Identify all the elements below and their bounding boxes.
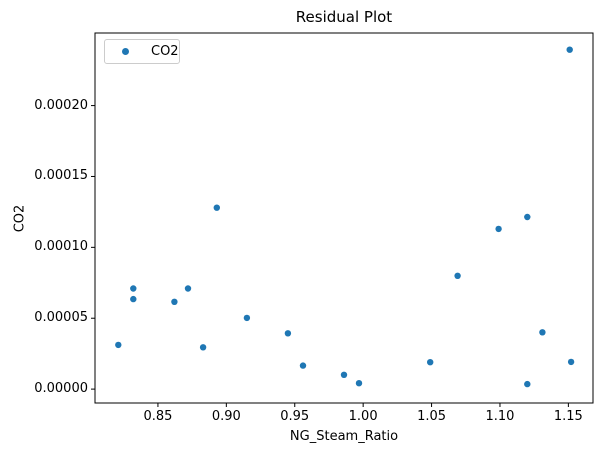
data-point	[524, 213, 531, 221]
data-point	[427, 359, 434, 366]
x-tick-label: 0.90	[211, 409, 241, 424]
x-tick-label: 0.85	[143, 409, 173, 424]
y-tick-label: 0.00020	[34, 97, 88, 113]
data-point	[130, 285, 137, 292]
data-point	[355, 380, 363, 387]
data-point	[567, 358, 575, 366]
data-point	[171, 298, 178, 305]
x-tick-label: 1.00	[348, 409, 378, 424]
data-point	[299, 362, 307, 369]
x-tick-label: 1.15	[553, 409, 583, 424]
x-tick-label: 1.05	[417, 409, 447, 424]
y-tick-label: 0.00015	[34, 168, 88, 184]
y-axis-label: CO2	[12, 204, 28, 233]
data-point	[130, 295, 137, 303]
x-tick-label: 1.10	[485, 409, 515, 424]
data-point	[243, 314, 251, 322]
data-point	[213, 204, 220, 211]
y-tick-label: 0.00000	[34, 381, 88, 397]
axes-border	[94, 32, 594, 404]
data-point	[566, 46, 573, 53]
data-point	[539, 329, 546, 336]
chart-title: Residual Plot	[295, 8, 393, 26]
legend-marker-dot	[122, 48, 129, 55]
data-point	[454, 272, 461, 279]
data-point	[199, 344, 207, 351]
data-point	[340, 371, 348, 378]
data-point	[524, 380, 531, 388]
x-axis-label: NG_Steam_Ratio	[289, 429, 399, 444]
data-point	[184, 285, 192, 292]
legend: CO2	[104, 39, 180, 64]
legend-label: CO2	[151, 44, 179, 59]
data-point	[115, 341, 122, 349]
y-tick-label: 0.00005	[34, 310, 88, 326]
y-tick-label: 0.00010	[34, 239, 88, 255]
x-tick-label: 0.95	[280, 409, 310, 424]
data-point	[284, 330, 292, 337]
data-point	[495, 225, 502, 233]
